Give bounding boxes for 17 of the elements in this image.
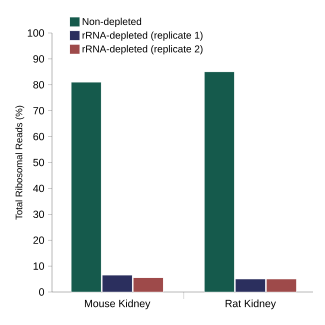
y-tick-label: 100 — [28, 29, 44, 37]
x-tick-label: Mouse Kidney — [84, 300, 150, 310]
y-tick-label: 10 — [34, 262, 44, 270]
y-axis-title: Total Ribosomal Reads (%) — [15, 106, 24, 220]
legend-label: rRNA-depleted (replicate 2) — [82, 45, 203, 54]
legend-label: rRNA-depleted (replicate 1) — [82, 31, 203, 41]
y-tick-label: 70 — [33, 107, 44, 114]
y-tick-label: 40 — [33, 184, 44, 192]
y-tick-label: 80 — [33, 81, 44, 89]
y-tick-label: 50 — [33, 158, 44, 166]
y-tick-label: 60 — [33, 132, 44, 140]
y-tick-label: 0 — [39, 288, 44, 296]
y-tick-label: 30 — [33, 210, 44, 218]
y-tick-label: 90 — [33, 55, 44, 63]
y-tick-label: 20 — [33, 236, 44, 244]
legend-label: Non-depleted — [82, 18, 142, 28]
x-tick-label: Rat Kidney — [226, 300, 276, 310]
